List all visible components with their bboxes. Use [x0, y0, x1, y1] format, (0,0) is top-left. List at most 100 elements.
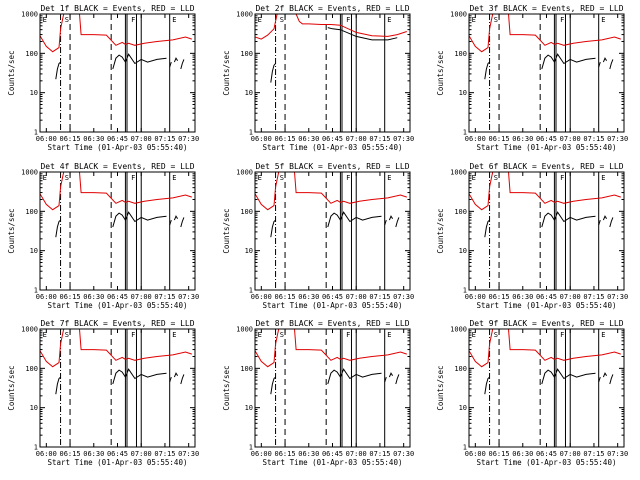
- events-series-line: [384, 376, 387, 383]
- x-tick-label: 06:45: [322, 135, 343, 143]
- events-series-line: [609, 59, 614, 70]
- x-tick-label: 07:30: [393, 135, 414, 143]
- x-axis-label: Start Time (01-Apr-03 05:55:40): [48, 458, 188, 467]
- x-tick-label: 07:00: [131, 135, 152, 143]
- x-tick-label: 06:30: [83, 293, 104, 301]
- x-axis-label: Start Time (01-Apr-03 05:55:40): [477, 143, 617, 152]
- x-tick-label: 06:45: [536, 135, 557, 143]
- events-series-line: [609, 217, 614, 228]
- y-tick-label: 1000: [236, 169, 253, 177]
- y-tick-label: 1: [463, 287, 467, 295]
- events-series-line: [484, 219, 490, 238]
- events-series-line: [327, 211, 382, 228]
- chart-title: Det 9f BLACK = Events, RED = LLD: [469, 319, 623, 328]
- x-tick-label: 07:15: [154, 293, 175, 301]
- x-tick-label: 07:00: [131, 450, 152, 458]
- x-tick-label: 07:00: [346, 135, 367, 143]
- y-axis-label: Counts/sec: [222, 365, 231, 410]
- y-axis-label: Counts/sec: [436, 208, 445, 253]
- event-letter-label: E: [258, 174, 262, 182]
- event-letter-label: F: [560, 174, 564, 182]
- event-letter-label: F: [131, 174, 135, 182]
- lld-series-line: [469, 172, 621, 211]
- events-series-line: [180, 59, 185, 70]
- x-tick-label: 07:15: [154, 450, 175, 458]
- x-tick-label: 06:45: [107, 135, 128, 143]
- lld-series-line: [469, 14, 621, 53]
- events-series-line: [55, 61, 61, 80]
- y-tick-label: 1000: [450, 326, 467, 334]
- y-tick-label: 10: [30, 247, 38, 255]
- event-letter-label: E: [601, 16, 605, 24]
- y-tick-label: 1000: [21, 169, 38, 177]
- x-tick-label: 07:30: [178, 135, 199, 143]
- y-tick-label: 10: [245, 89, 253, 97]
- events-series-line: [55, 219, 61, 238]
- events-series-line: [169, 61, 172, 68]
- chart-panel-det-4: Det 4f BLACK = Events, RED = LLD E S F E 06:0…: [7, 162, 199, 310]
- events-series-line: [541, 368, 596, 385]
- y-tick-label: 100: [240, 50, 253, 58]
- lld-series-line: [469, 329, 621, 368]
- events-series-line: [112, 211, 167, 228]
- y-tick-label: 1: [34, 444, 38, 452]
- y-tick-label: 1: [34, 287, 38, 295]
- x-tick-label: 06:30: [83, 135, 104, 143]
- events-series-line: [169, 219, 172, 226]
- event-letter-label: E: [172, 174, 176, 182]
- y-tick-label: 1: [249, 129, 253, 137]
- y-tick-label: 1000: [21, 11, 38, 19]
- x-tick-label: 06:00: [251, 450, 272, 458]
- y-tick-label: 10: [459, 247, 467, 255]
- events-series-line: [541, 211, 596, 228]
- x-tick-label: 07:15: [583, 293, 604, 301]
- lld-series-line: [255, 172, 407, 211]
- x-tick-label: 06:15: [275, 450, 296, 458]
- event-letter-label: E: [472, 331, 476, 339]
- events-series-line: [602, 372, 608, 378]
- event-letter-label: S: [65, 174, 69, 182]
- events-series-line: [327, 368, 382, 385]
- y-tick-label: 10: [30, 89, 38, 97]
- events-series-line: [598, 376, 601, 383]
- y-tick-label: 100: [25, 50, 38, 58]
- chart-panel-det-8: Det 8f BLACK = Events, RED = LLD E S F E 06:0…: [222, 319, 414, 467]
- events-series-line: [112, 53, 167, 70]
- events-series-line: [169, 376, 172, 383]
- events-series-line: [541, 53, 596, 70]
- event-letter-label: E: [387, 174, 391, 182]
- event-letter-label: E: [387, 16, 391, 24]
- x-tick-label: 06:00: [251, 135, 272, 143]
- lld-series-line: [40, 329, 192, 368]
- events-series-line: [180, 217, 185, 228]
- x-tick-label: 07:00: [560, 135, 581, 143]
- events-series-line: [484, 376, 490, 395]
- y-tick-label: 10: [30, 404, 38, 412]
- x-tick-label: 06:00: [36, 450, 57, 458]
- event-letter-label: F: [560, 16, 564, 24]
- events-series-line: [609, 374, 614, 385]
- x-axis-label: Start Time (01-Apr-03 05:55:40): [48, 143, 188, 152]
- x-tick-label: 06:45: [107, 450, 128, 458]
- event-letter-label: E: [387, 331, 391, 339]
- chart-panel-det-6: Det 6f BLACK = Events, RED = LLD E S F E 06:0…: [436, 162, 628, 310]
- event-letter-label: E: [472, 16, 476, 24]
- event-letter-label: F: [346, 174, 350, 182]
- events-series-line: [180, 374, 185, 385]
- lld-series-line: [40, 14, 192, 53]
- plot-frame: [254, 171, 411, 291]
- x-tick-label: 06:30: [512, 135, 533, 143]
- chart-panel-det-2: Det 2f BLACK = Events, RED = LLD E S F E 06:0…: [222, 4, 414, 152]
- y-tick-label: 1: [249, 444, 253, 452]
- x-tick-label: 07:30: [178, 293, 199, 301]
- event-letter-label: F: [346, 16, 350, 24]
- x-tick-label: 06:15: [60, 293, 81, 301]
- y-tick-label: 1: [249, 287, 253, 295]
- plot-frame: [468, 328, 625, 448]
- event-letter-label: E: [258, 16, 262, 24]
- chart-title: Det 4f BLACK = Events, RED = LLD: [40, 162, 194, 171]
- plot-frame: [39, 171, 196, 291]
- x-tick-label: 06:30: [298, 293, 319, 301]
- events-series-line: [388, 215, 394, 221]
